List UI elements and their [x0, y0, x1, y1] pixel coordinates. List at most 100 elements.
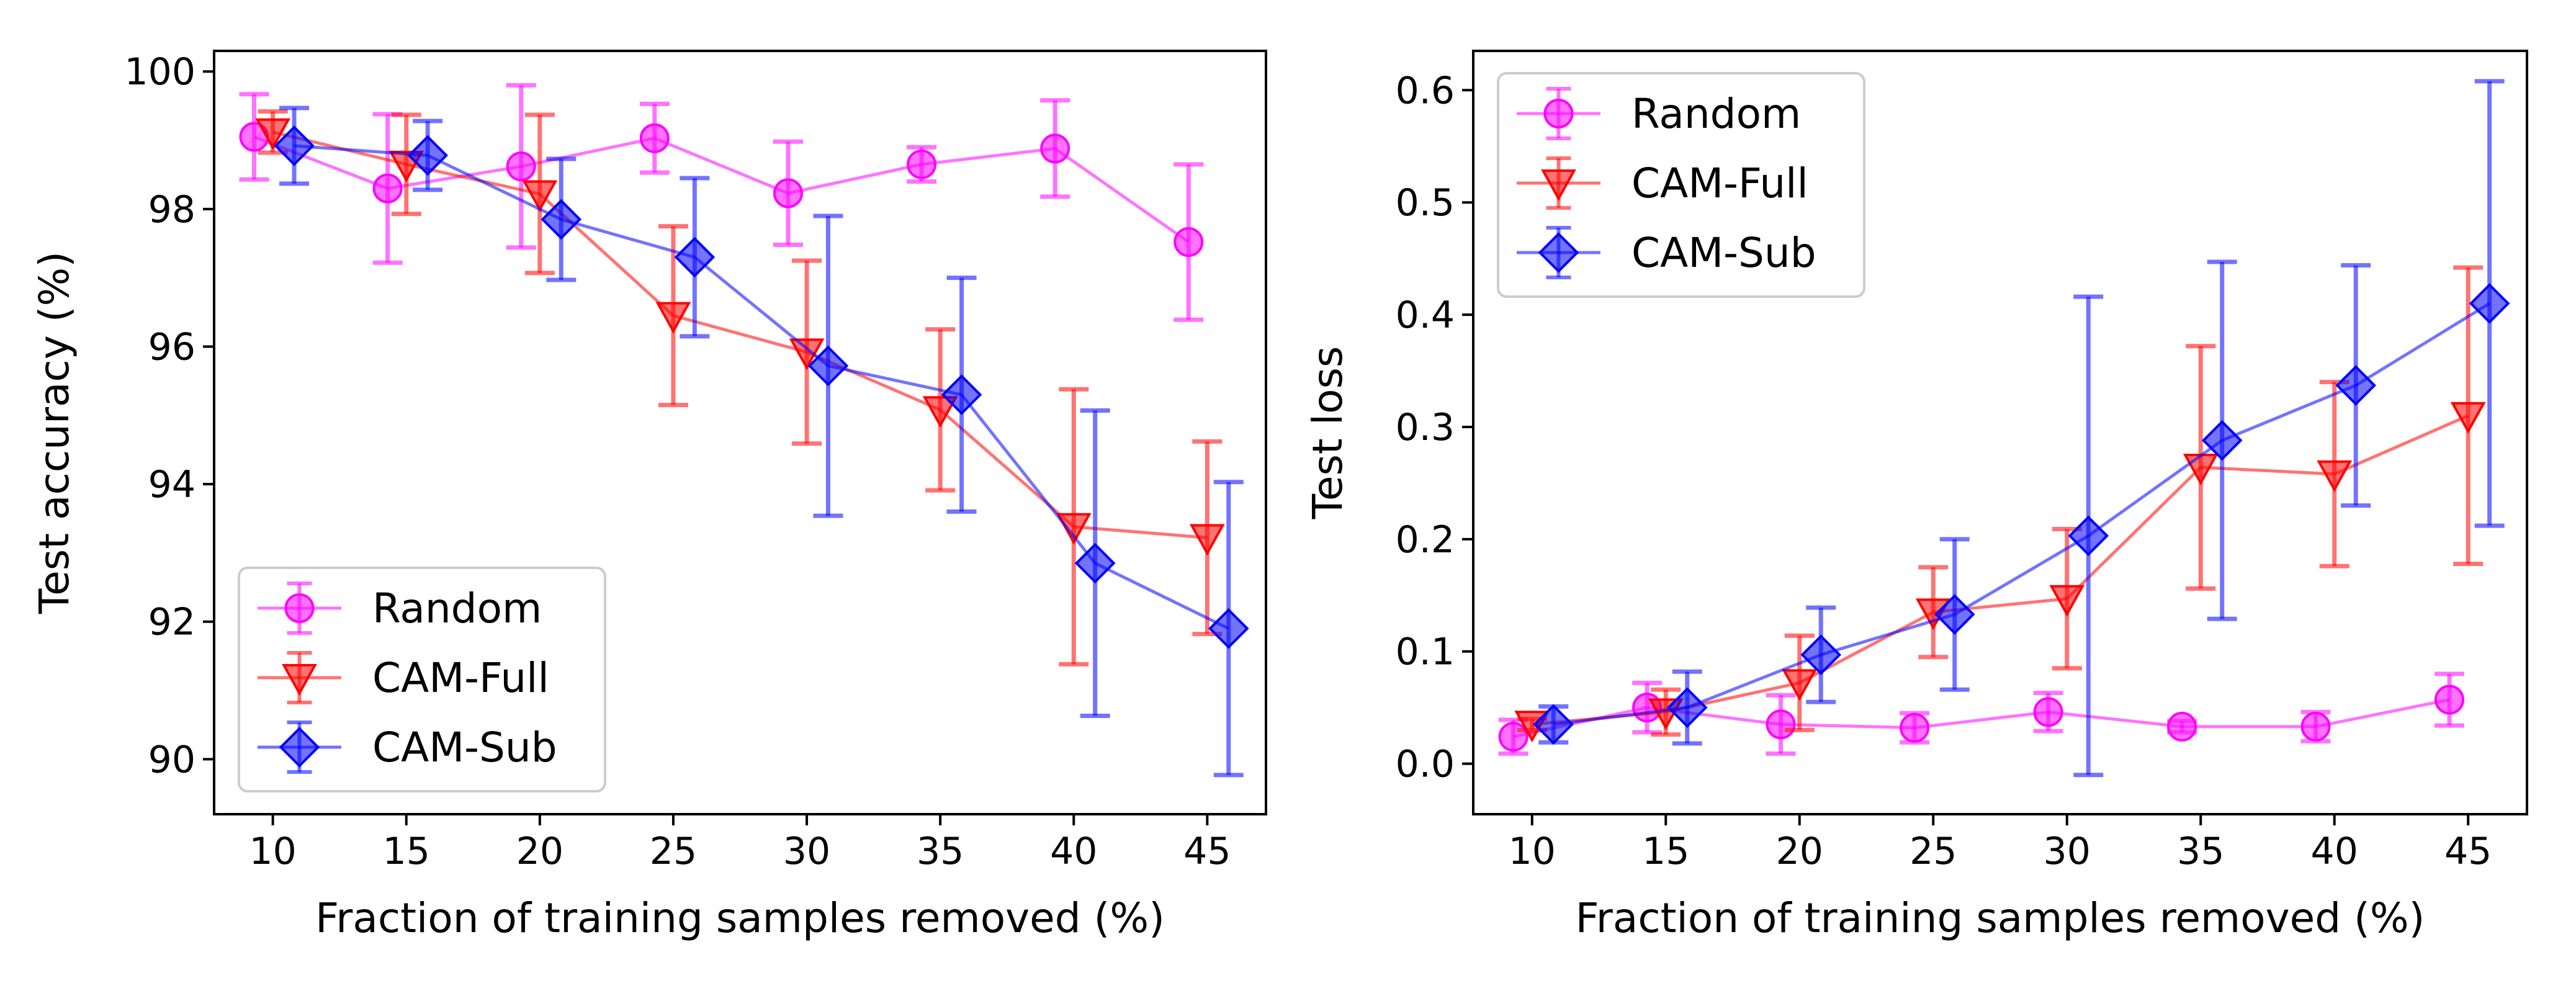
data-point: [2049, 585, 2085, 617]
data-point: [1782, 669, 1818, 701]
data-point: [639, 123, 670, 153]
legend-marker: [1541, 169, 1576, 202]
x-tick-label: 40: [2311, 830, 2358, 873]
x-tick-label: 45: [1183, 830, 1231, 873]
data-point: [2068, 515, 2109, 557]
data-point: [522, 180, 558, 212]
y-axis-label: Test loss: [1304, 346, 1352, 519]
data-point: [1800, 634, 1842, 675]
legend-box: [238, 567, 606, 792]
data-point: [1074, 542, 1116, 584]
data-point: [2317, 460, 2353, 493]
x-tick-label: 25: [650, 830, 697, 873]
series-cam-sub: [1533, 79, 2510, 778]
data-point: [907, 149, 937, 179]
data-point: [1533, 704, 1574, 745]
data-point: [1174, 227, 1204, 258]
data-point: [674, 236, 716, 278]
legend-label: CAM-Full: [372, 654, 549, 702]
y-tick-label: 0.5: [1396, 181, 1455, 225]
x-tick-label: 40: [1050, 830, 1097, 873]
legend-marker: [1538, 232, 1579, 273]
data-point: [372, 173, 403, 204]
x-tick-label: 30: [783, 830, 830, 873]
data-point: [1934, 594, 1975, 635]
legend-label: Random: [372, 585, 542, 632]
data-point: [2435, 685, 2465, 715]
legend-label: CAM-Sub: [372, 724, 557, 771]
data-point: [1040, 133, 1070, 164]
series-line: [1553, 302, 2490, 726]
y-tick-label: 0.6: [1396, 69, 1455, 112]
legend-marker: [284, 593, 315, 623]
y-tick-label: 100: [124, 50, 195, 94]
data-point: [2033, 697, 2063, 727]
x-axis-label: Fraction of training samples removed (%): [315, 894, 1165, 942]
legend-label: CAM-Sub: [1631, 229, 1816, 277]
series-cam-full: [1514, 265, 2486, 743]
x-tick-label: 15: [383, 830, 430, 873]
data-point: [2469, 283, 2510, 324]
y-tick-label: 98: [148, 188, 195, 231]
y-tick-label: 0.0: [1396, 743, 1455, 786]
loss-chart: 10 15 20 25 30 35 40 45 0.0 0.1 0.2 0.3 0.4 0.5 0.6 Fra…: [1304, 50, 2528, 942]
data-point: [274, 125, 315, 166]
data-point: [941, 374, 982, 415]
data-point: [1208, 608, 1249, 649]
data-point: [541, 199, 582, 240]
y-tick-label: 0.3: [1396, 406, 1455, 449]
series-line: [272, 130, 1208, 540]
data-point: [922, 396, 958, 428]
data-point: [2167, 711, 2197, 742]
series-cam-sub: [274, 105, 1249, 778]
y-tick-label: 92: [148, 601, 195, 644]
x-tick-label: 35: [917, 830, 964, 873]
data-point: [807, 345, 849, 387]
y-axis-label: Test accuracy (%): [30, 251, 78, 614]
data-point: [773, 178, 803, 209]
data-point: [1498, 722, 1528, 752]
y-tick-label: 96: [148, 325, 195, 369]
x-tick-label: 25: [1910, 830, 1957, 873]
x-tick-label: 20: [1776, 830, 1823, 873]
data-point: [1900, 712, 1930, 743]
y-tick-label: 94: [148, 463, 195, 506]
data-point: [506, 151, 536, 182]
plot-frame: [213, 50, 1267, 815]
x-tick-label: 20: [516, 830, 563, 873]
y-tick-label: 0.1: [1396, 631, 1455, 674]
series-random: [239, 83, 1204, 322]
data-point: [655, 302, 691, 334]
legend-label: Random: [1631, 90, 1801, 138]
legend-marker: [1543, 99, 1574, 128]
data-point: [1189, 524, 1225, 556]
x-tick-label: 15: [1642, 830, 1689, 873]
y-tick-label: 0.4: [1396, 294, 1455, 337]
x-axis-label: Fraction of training samples removed (%): [1576, 894, 2425, 942]
series-line: [253, 135, 1190, 244]
y-tick-label: 0.2: [1396, 518, 1455, 562]
data-point: [1766, 709, 1796, 740]
plot-frame: [1472, 50, 2528, 815]
legend: Random CAM-Full CAM-Sub: [238, 567, 606, 792]
x-tick-label: 45: [2444, 830, 2492, 873]
legend-marker: [279, 727, 320, 768]
accuracy-chart: 10 15 20 25 30 35 40 45 90 92 94 96 98 100 Fraction of…: [30, 50, 1267, 942]
data-point: [2450, 402, 2486, 434]
data-point: [1666, 687, 1708, 728]
x-tick-label: 10: [1509, 830, 1556, 873]
data-point: [2300, 711, 2331, 742]
legend-marker: [282, 664, 317, 696]
x-tick-label: 10: [249, 830, 296, 873]
data-point: [407, 135, 448, 176]
data-point: [2201, 420, 2243, 461]
series-line: [294, 144, 1229, 631]
legend: Random CAM-Full CAM-Sub: [1497, 72, 1865, 298]
x-tick-label: 35: [2177, 830, 2224, 873]
legend-box: [1497, 72, 1865, 298]
y-tick-label: 90: [148, 738, 195, 781]
data-point: [255, 118, 291, 150]
data-point: [2335, 365, 2377, 406]
legend-label: CAM-Full: [1631, 159, 1808, 207]
